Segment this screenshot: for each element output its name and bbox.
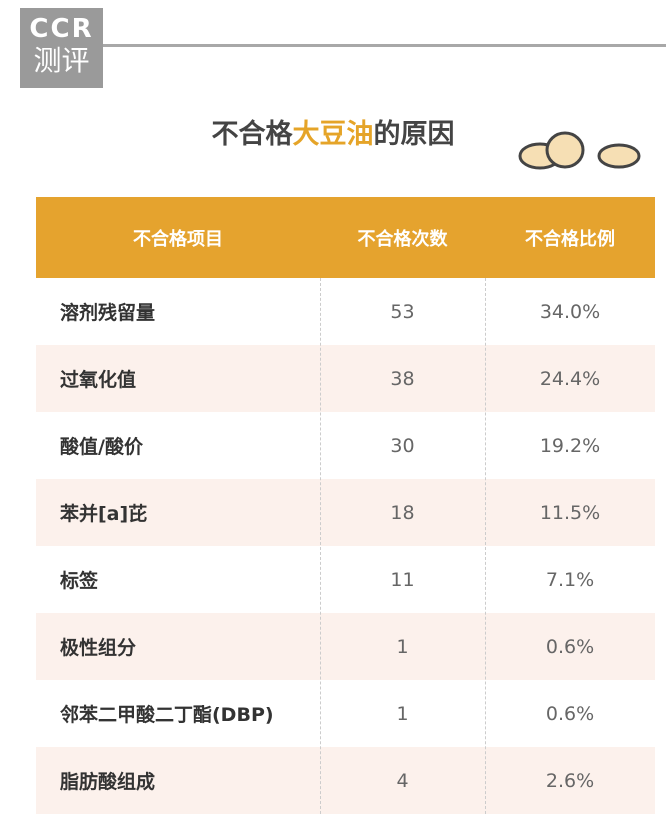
title-suffix: 的原因 xyxy=(373,119,455,150)
title-prefix: 不合格 xyxy=(211,119,293,150)
title-highlight: 大豆油 xyxy=(292,119,374,150)
table-cell: 脂肪酸组成 xyxy=(60,771,156,793)
column-divider xyxy=(485,278,486,814)
table-cell: 邻苯二甲酸二丁酯(DBP) xyxy=(60,704,274,726)
table-cell: 7.1% xyxy=(545,568,595,591)
column-divider xyxy=(320,278,321,814)
table-row: 极性组分 1 0.6% xyxy=(36,613,655,680)
table-cell: 标签 xyxy=(60,570,99,592)
table-cell: 0.6% xyxy=(545,635,595,658)
table-row: 溶剂残留量 53 34.0% xyxy=(36,278,655,345)
table-row: 邻苯二甲酸二丁酯(DBP) 1 0.6% xyxy=(36,680,655,747)
table-row: 苯并[a]芘 18 11.5% xyxy=(36,479,655,546)
column-header: 不合格次数 xyxy=(357,228,448,250)
table-cell: 4 xyxy=(396,769,409,792)
column-header: 不合格项目 xyxy=(133,228,223,250)
table-cell: 30 xyxy=(390,434,415,457)
table-cell: 1 xyxy=(396,702,409,725)
table-cell: 极性组分 xyxy=(60,637,137,659)
table-cell: 24.4% xyxy=(539,367,601,390)
logo: CCR 测评 xyxy=(20,8,103,88)
table-header: 不合格项目 不合格次数 不合格比例 xyxy=(36,197,655,278)
table-cell: 酸值/酸价 xyxy=(60,436,143,458)
table-cell: 1 xyxy=(396,635,409,658)
table-cell: 溶剂残留量 xyxy=(60,302,156,324)
table-cell: 53 xyxy=(390,300,415,323)
table-cell: 19.2% xyxy=(539,434,601,457)
logo-sub: 测评 xyxy=(33,44,90,77)
table-row: 标签 11 7.1% xyxy=(36,546,655,613)
table-cell: 苯并[a]芘 xyxy=(60,503,148,525)
logo-brand: CCR xyxy=(29,14,94,44)
table-cell: 34.0% xyxy=(539,300,601,323)
table-row: 过氧化值 38 24.4% xyxy=(36,345,655,412)
table-cell: 38 xyxy=(390,367,415,390)
header-rule xyxy=(103,44,666,47)
table-cell: 2.6% xyxy=(545,769,595,792)
table-row: 脂肪酸组成 4 2.6% xyxy=(36,747,655,814)
column-header: 不合格比例 xyxy=(525,228,615,250)
table-cell: 11 xyxy=(390,568,415,591)
title: 不合格大豆油的原因 xyxy=(0,112,666,151)
table-cell: 11.5% xyxy=(539,501,601,524)
beans-icon xyxy=(518,131,641,170)
table-cell: 0.6% xyxy=(545,702,595,725)
table-row: 酸值/酸价 30 19.2% xyxy=(36,412,655,479)
table-cell: 过氧化值 xyxy=(60,369,137,391)
table-cell: 18 xyxy=(390,501,415,524)
